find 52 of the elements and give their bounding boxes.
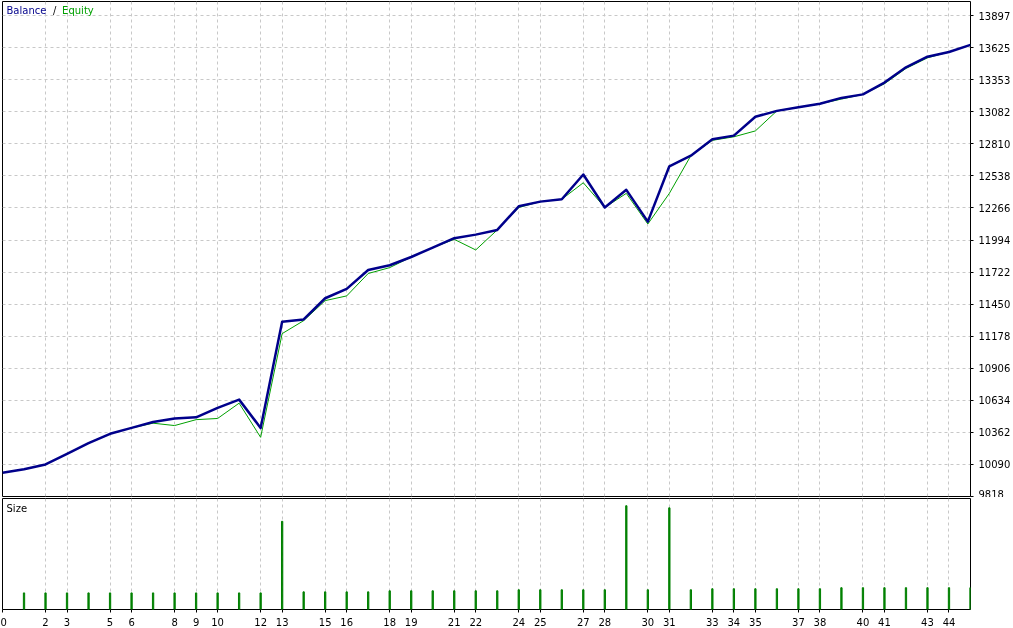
x-tick-label: 37 xyxy=(792,616,805,628)
chart-title: Size xyxy=(6,502,28,514)
x-tick-label: 34 xyxy=(727,616,741,628)
y-tick-label: 11178 xyxy=(978,331,1011,343)
x-tick-label: 31 xyxy=(662,616,676,628)
x-tick-label: 10 xyxy=(211,616,224,628)
line-series xyxy=(2,43,971,474)
x-tick-label: 24 xyxy=(512,616,526,628)
y-tick-label: 10634 xyxy=(978,395,1011,407)
x-tick-label: 30 xyxy=(641,616,655,628)
y-tick-label: 9818 xyxy=(978,488,1004,500)
y-tick-label: 12266 xyxy=(978,202,1011,214)
y-tick-label: 13353 xyxy=(978,74,1011,86)
x-tick-label: 35 xyxy=(749,616,762,628)
x-tick-label: 18 xyxy=(383,616,397,628)
x-tick-label: 5 xyxy=(106,616,114,628)
x-tick-label: 16 xyxy=(340,616,354,628)
x-tick-label: 21 xyxy=(447,616,461,628)
x-tick-label: 6 xyxy=(128,616,135,628)
x-tick-label: 13 xyxy=(275,616,289,628)
y-tick-label: 10906 xyxy=(978,363,1011,375)
y-tick-label: 13625 xyxy=(978,42,1011,54)
y-tick-label: 12538 xyxy=(978,170,1011,182)
x-tick-label: 25 xyxy=(533,616,547,628)
x-tick-label: 12 xyxy=(254,616,268,628)
x-tick-label: 38 xyxy=(813,616,827,628)
x-tick-label: 41 xyxy=(878,616,891,628)
x-tick-label: 3 xyxy=(63,616,71,628)
x-tick-label: 27 xyxy=(576,616,590,628)
x-tick-label: 19 xyxy=(404,616,418,628)
x-tick-label: 43 xyxy=(921,616,934,628)
x-tick-label: 0 xyxy=(0,616,7,628)
x-tick-label: 8 xyxy=(171,616,178,628)
x-tick-label: 15 xyxy=(318,616,332,628)
y-tick-label: 10090 xyxy=(978,459,1011,471)
text: Balance xyxy=(6,4,47,16)
y-tick-label: 11450 xyxy=(978,299,1011,311)
x-tick-label: 33 xyxy=(706,616,719,628)
annotation: / xyxy=(52,4,57,16)
y-tick-label: 11994 xyxy=(978,235,1011,247)
x-tick-label: 44 xyxy=(942,616,956,628)
y-tick-label: 13897 xyxy=(978,10,1011,22)
x-tick-label: 9 xyxy=(192,616,200,628)
y-tick-label: 13082 xyxy=(978,106,1011,118)
y-tick-label: 12810 xyxy=(978,138,1011,150)
x-tick-label: 28 xyxy=(598,616,612,628)
y-tick-label: 10362 xyxy=(978,427,1011,439)
text: Equity xyxy=(62,4,94,16)
x-tick-label: 40 xyxy=(856,616,870,628)
y-tick-label: 11722 xyxy=(978,267,1011,279)
x-tick-label: 22 xyxy=(469,616,483,628)
x-tick-label: 2 xyxy=(42,616,49,628)
